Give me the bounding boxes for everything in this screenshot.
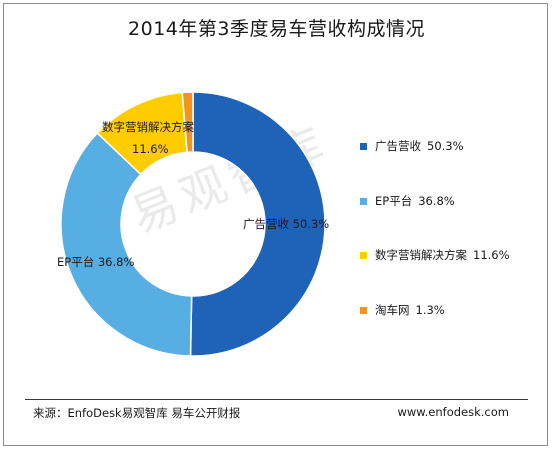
legend-item-taoche: 淘车网 1.3% — [360, 302, 445, 318]
legend-value: 11.6% — [473, 248, 510, 262]
legend-item-advertising: 广告营收 50.3% — [360, 138, 464, 154]
data-label-digital-marketing: 数字营销解决方案 11.6% — [102, 120, 194, 156]
slice-advertising — [189, 91, 326, 357]
legend-label: 数字营销解决方案 — [375, 248, 467, 262]
source-note: 来源：EnfoDesk易观智库 易车公开财报 — [33, 406, 241, 420]
data-label-ep-platform: EP平台 36.8% — [57, 255, 135, 269]
legend-value: 1.3% — [415, 303, 445, 317]
data-label-advertising: 广告营收 50.3% — [243, 217, 330, 231]
legend-swatch — [360, 197, 367, 205]
legend-item-digital-marketing: 数字营销解决方案 11.6% — [360, 247, 510, 263]
legend-swatch — [360, 142, 367, 150]
legend-swatch — [360, 251, 367, 259]
chart-title: 2014年第3季度易车营收构成情况 — [128, 18, 425, 40]
website-url: www.enfodesk.com — [397, 405, 509, 419]
legend-swatch — [360, 306, 367, 314]
legend-label: EP平台 — [375, 194, 413, 208]
footer-divider — [25, 399, 528, 400]
slice-ep-platform — [60, 131, 193, 357]
legend-item-ep-platform: EP平台 36.8% — [360, 193, 455, 209]
legend-value: 36.8% — [418, 194, 455, 208]
legend-label: 广告营收 — [375, 139, 421, 153]
slice-taoche — [181, 91, 194, 154]
legend-value: 50.3% — [427, 139, 464, 153]
donut-slices — [60, 91, 326, 357]
legend-label: 淘车网 — [375, 303, 410, 317]
